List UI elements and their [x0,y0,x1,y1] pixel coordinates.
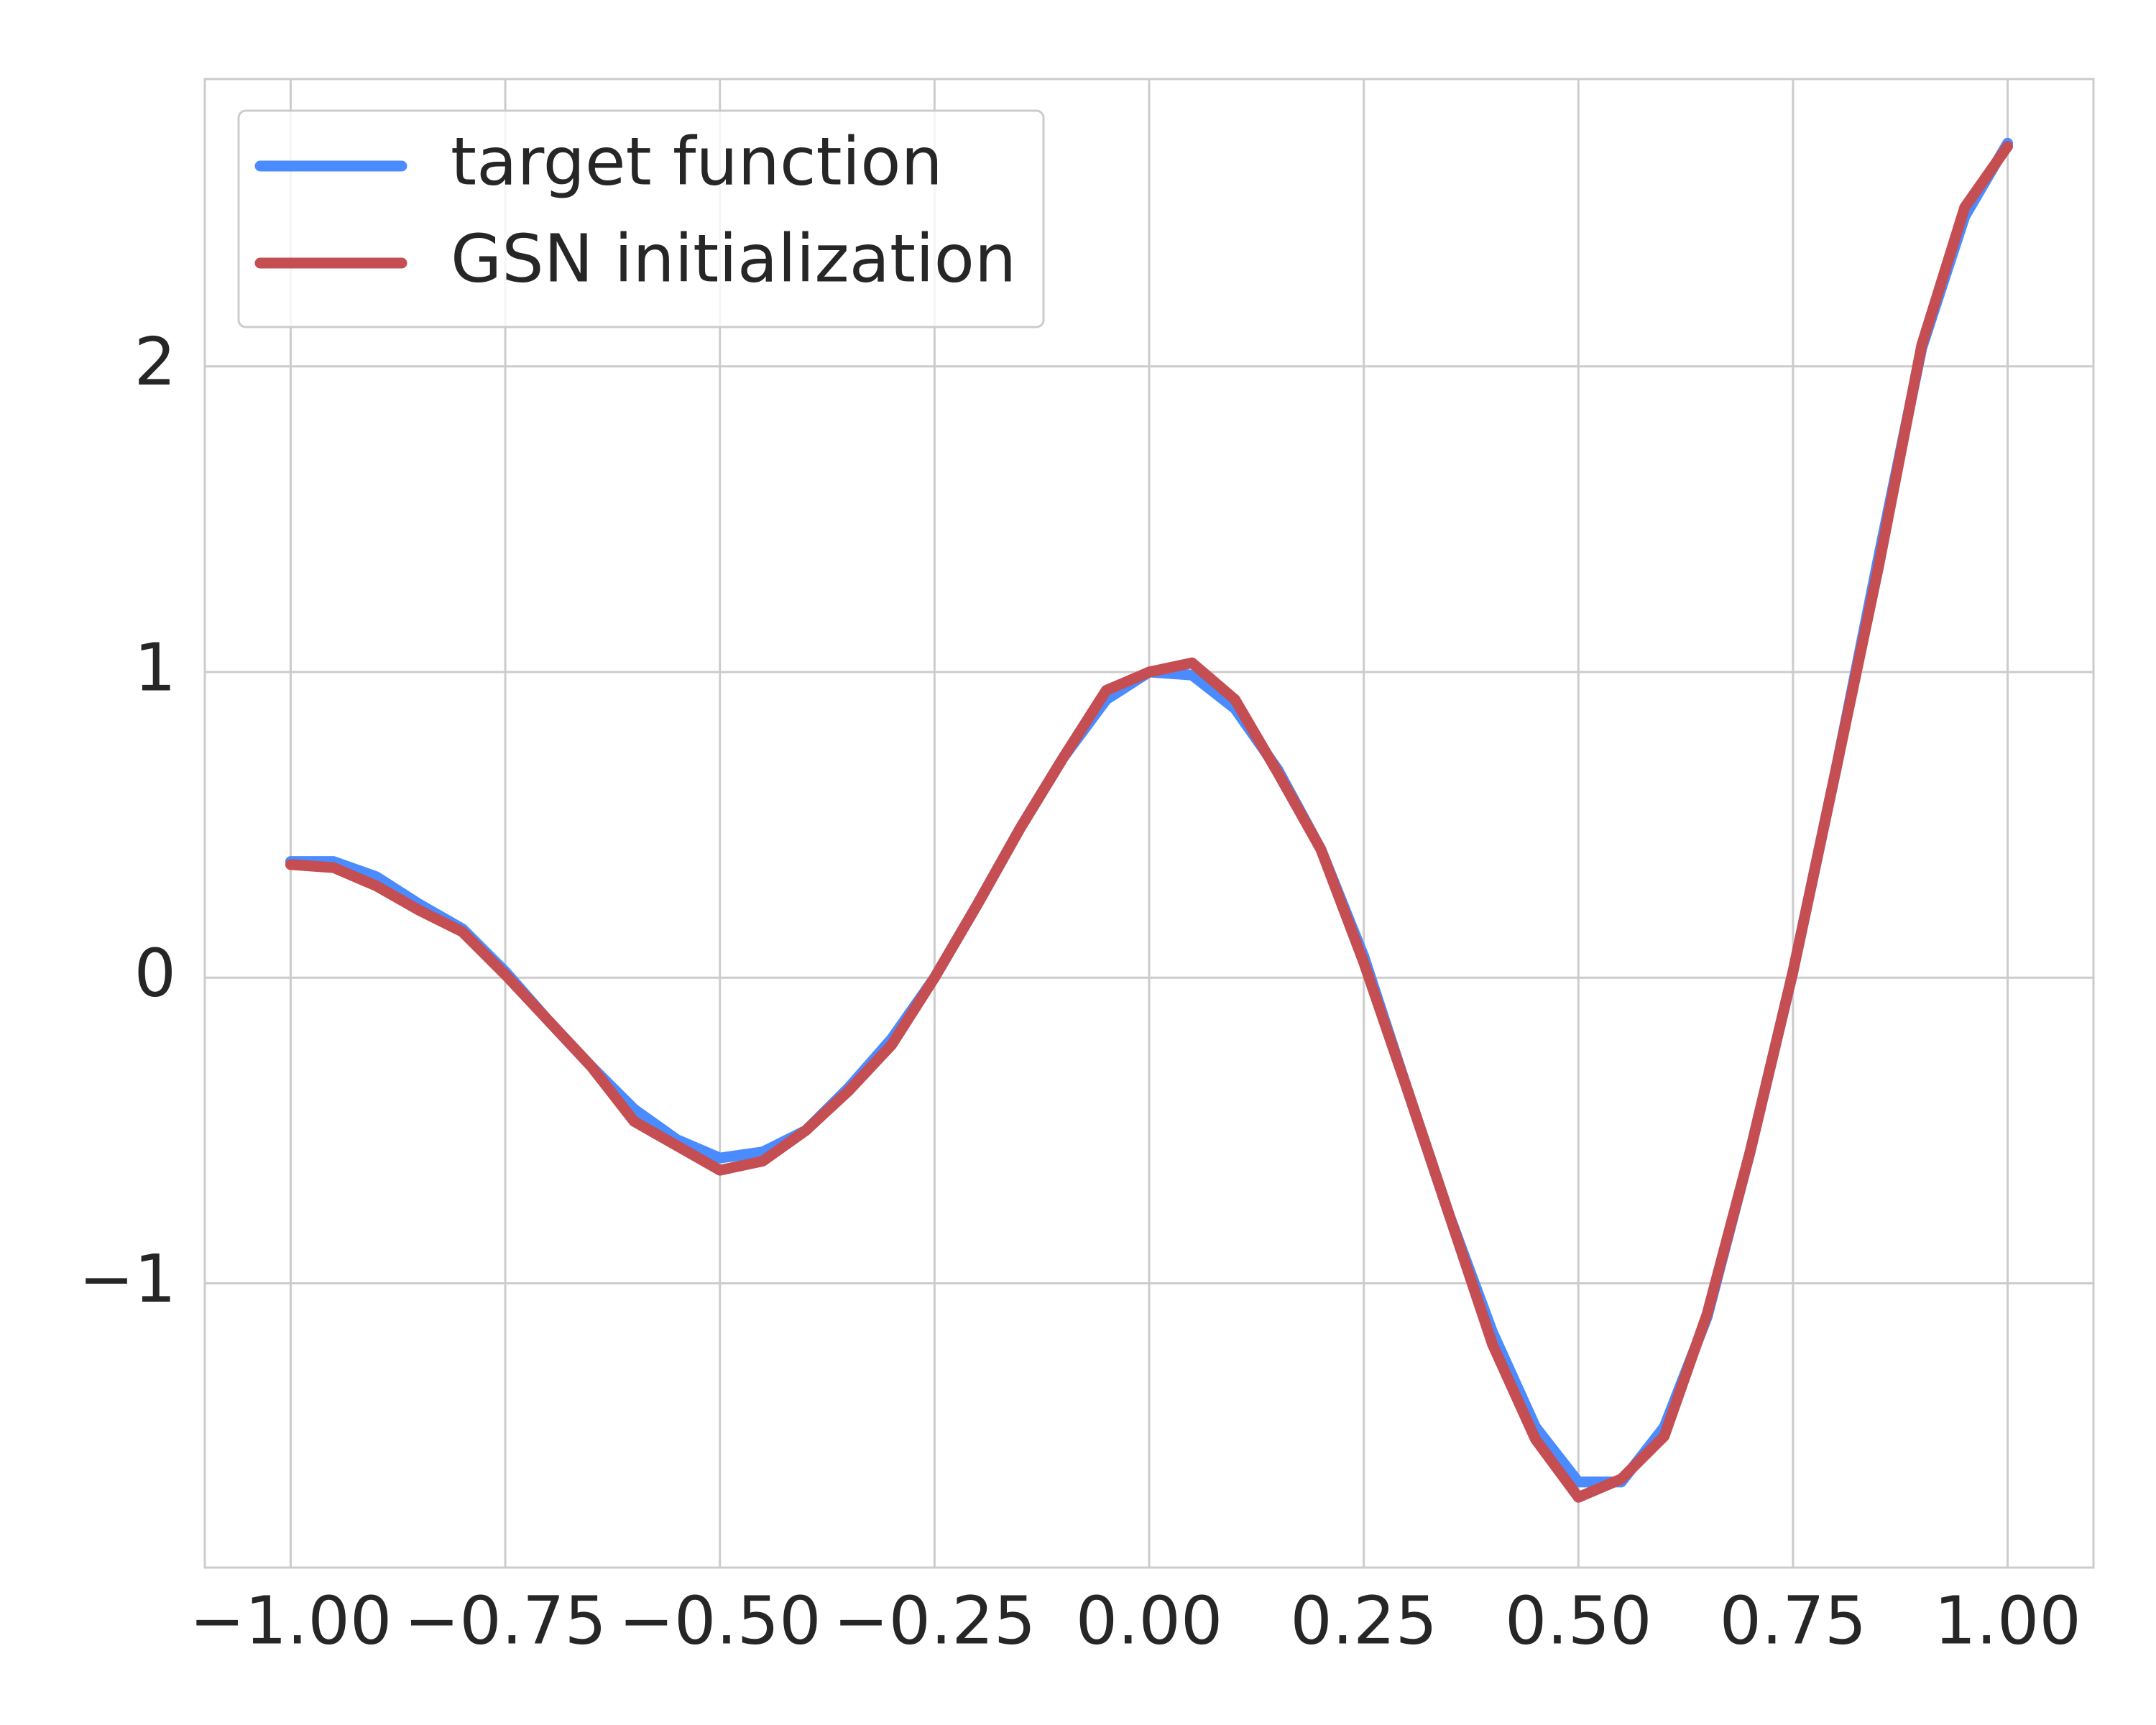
plot-frame [203,78,2095,1569]
x-tick-label: −1.00 [189,1582,392,1659]
x-tick-label: −0.50 [619,1582,821,1659]
x-tick-label: 1.00 [1934,1582,2081,1659]
line [285,141,2014,1503]
y-tick-label: 1 [134,629,176,706]
x-tick-label: 0.25 [1290,1582,1437,1659]
x-tick-label: 0.50 [1505,1582,1652,1659]
x-tick-label: 0.00 [1076,1582,1223,1659]
y-tick-label: −1 [78,1241,176,1317]
x-tick-label: 0.75 [1719,1582,1866,1659]
legend-label: GSN initialization [451,220,1016,297]
x-tick-label: −0.25 [833,1582,1036,1659]
legend-label: target function [451,123,943,200]
x-tick-label: −0.75 [404,1582,607,1659]
legend-box [237,109,1045,328]
y-tick-label: 2 [134,323,176,400]
y-tick-label: 0 [134,935,176,1012]
